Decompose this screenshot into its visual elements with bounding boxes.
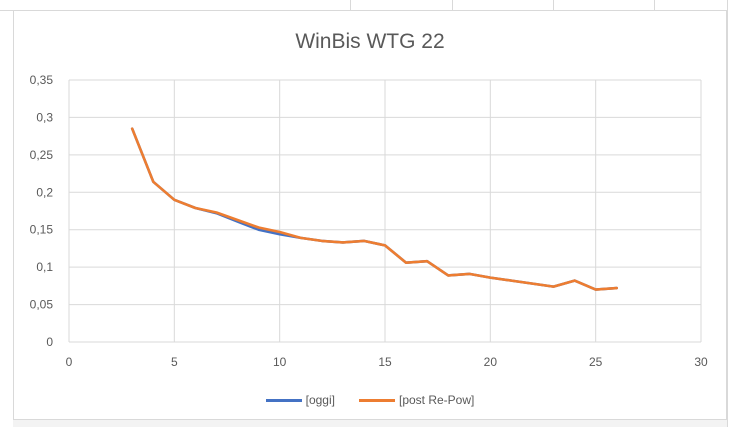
legend-label: [post Re-Pow]: [398, 393, 475, 407]
sheet-left-margin: [0, 0, 13, 427]
x-tick-label: 5: [171, 355, 178, 369]
y-tick-label: 0,05: [30, 298, 54, 312]
chart-legend: [oggi] [post Re-Pow]: [13, 393, 727, 407]
chart-area[interactable]: [13, 10, 727, 420]
y-tick-label: 0,25: [30, 148, 54, 162]
series-line: [130, 127, 619, 291]
legend-label: [oggi]: [305, 393, 335, 407]
x-tick-label: 30: [694, 355, 708, 369]
x-tick-label: 15: [378, 355, 392, 369]
chart-title: WinBis WTG 22: [295, 30, 445, 53]
legend-swatch: [265, 398, 302, 402]
legend-item: [post Re-Pow]: [358, 393, 475, 407]
cell-gridline: [350, 0, 351, 10]
legend-item: [oggi]: [265, 393, 335, 407]
x-tick-label: 20: [484, 355, 498, 369]
y-tick-label: 0,3: [36, 110, 53, 124]
x-tick-label: 0: [66, 355, 73, 369]
spreadsheet-grid-right: [727, 0, 736, 427]
y-tick-label: 0,2: [36, 185, 53, 199]
y-tick-label: 0,15: [30, 223, 54, 237]
legend-swatch: [358, 398, 395, 402]
cell-gridline: [452, 0, 453, 10]
y-tick-label: 0,35: [30, 73, 54, 87]
cell-gridline: [553, 0, 554, 10]
y-tick-label: 0: [46, 335, 53, 349]
y-tick-label: 0,1: [36, 260, 53, 274]
cell-gridline: [654, 0, 655, 10]
x-tick-label: 25: [589, 355, 603, 369]
x-tick-label: 10: [273, 355, 287, 369]
